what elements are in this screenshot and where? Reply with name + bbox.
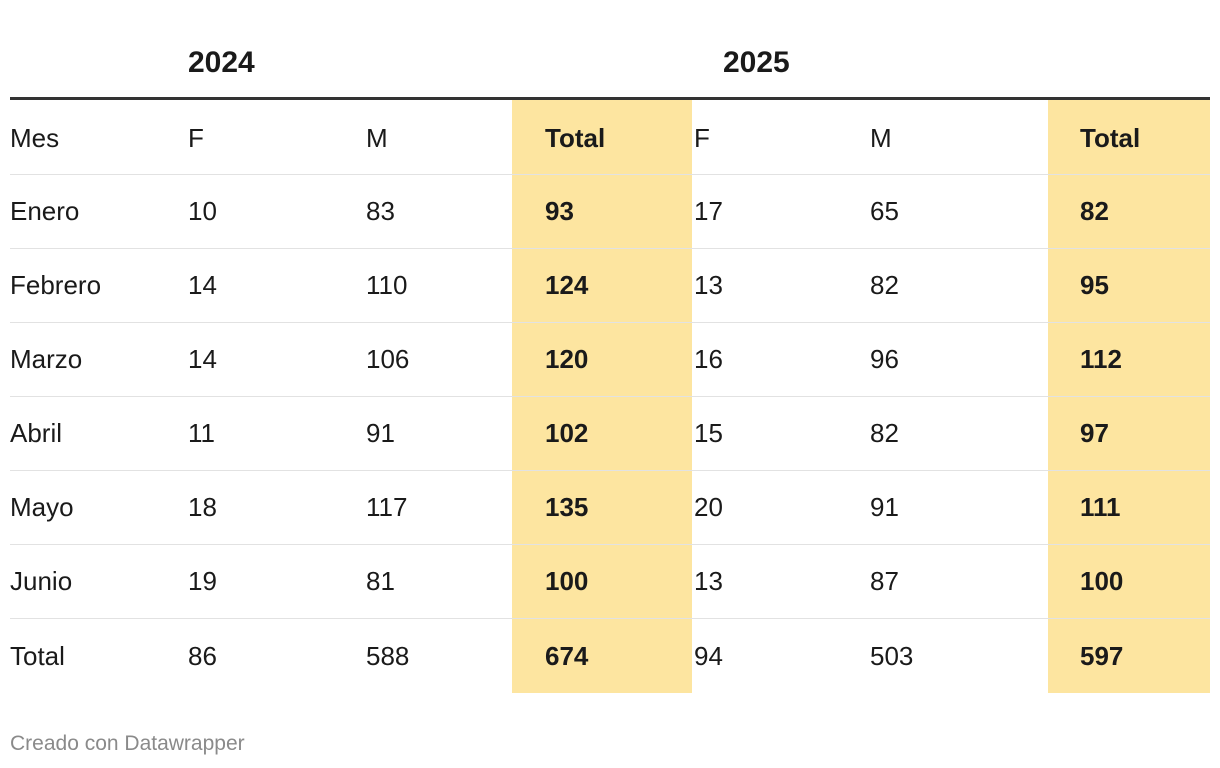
column-header-total-2024: Total: [512, 100, 692, 174]
total-cell: 93: [512, 175, 692, 248]
table-cell: 15: [694, 418, 723, 448]
column-header-mes: Mes: [10, 122, 60, 153]
data-table: 2024 2025 Mes F M Total F M Total Enero …: [10, 0, 1210, 693]
table-cell: 82: [870, 418, 899, 448]
table-cell: 91: [870, 492, 899, 522]
row-label: Total: [10, 640, 65, 671]
total-cell: 135: [512, 471, 692, 544]
table-cell: 81: [366, 566, 395, 596]
table-cell: 19: [188, 566, 217, 596]
table-cell: 503: [870, 640, 914, 671]
table-cell: 110: [366, 270, 408, 300]
total-cell: 97: [1048, 397, 1210, 470]
total-cell: 120: [512, 323, 692, 396]
footer-credit: Creado con Datawrapper: [10, 732, 245, 755]
total-cell: 674: [512, 619, 692, 693]
table-row: Enero 10 83 93 17 65 82: [10, 175, 1210, 249]
table-cell: 17: [694, 196, 723, 226]
column-header-f-2025: F: [694, 122, 710, 153]
table-cell: 14: [188, 344, 217, 374]
table-cell: 11: [188, 418, 215, 448]
table-row: Abril 11 91 102 15 82 97: [10, 397, 1210, 471]
table-cell: 94: [694, 640, 723, 671]
total-cell: 82: [1048, 175, 1210, 248]
group-header-2024: 2024: [188, 46, 255, 79]
total-cell: 112: [1048, 323, 1210, 396]
table-row: Febrero 14 110 124 13 82 95: [10, 249, 1210, 323]
column-header-m-2025: M: [870, 122, 892, 153]
table-cell: 87: [870, 566, 899, 596]
group-header-2025: 2025: [723, 46, 790, 79]
total-cell: 100: [512, 545, 692, 618]
column-header-f-2024: F: [188, 122, 204, 153]
table-cell: 18: [188, 492, 217, 522]
table-cell: 20: [694, 492, 723, 522]
total-cell: 111: [1048, 471, 1210, 544]
table-cell: 91: [366, 418, 395, 448]
table-cell: 16: [694, 344, 723, 374]
row-label: Febrero: [10, 270, 102, 300]
row-label: Enero: [10, 196, 80, 226]
total-cell: 102: [512, 397, 692, 470]
total-cell: 100: [1048, 545, 1210, 618]
table-row: Marzo 14 106 120 16 96 112: [10, 323, 1210, 397]
table-cell: 14: [188, 270, 217, 300]
column-header-m-2024: M: [366, 122, 388, 153]
table-cell: 86: [188, 640, 217, 671]
table-cell: 82: [870, 270, 899, 300]
year-header-row: 2024 2025: [10, 0, 1210, 100]
table-cell: 588: [366, 640, 410, 671]
table-cell: 10: [188, 196, 217, 226]
column-header-total-2025: Total: [1048, 100, 1210, 174]
table-row: Junio 19 81 100 13 87 100: [10, 545, 1210, 619]
row-label: Abril: [10, 418, 63, 448]
table-row: Mayo 18 117 135 20 91 111: [10, 471, 1210, 545]
table-cell: 96: [870, 344, 899, 374]
table-cell: 106: [366, 344, 410, 374]
table-cell: 117: [366, 492, 408, 522]
total-cell: 124: [512, 249, 692, 322]
total-cell: 597: [1048, 619, 1210, 693]
total-row: Total 86 588 674 94 503 597: [10, 619, 1210, 693]
row-label: Marzo: [10, 344, 83, 374]
table-cell: 13: [694, 270, 723, 300]
column-header-row: Mes F M Total F M Total: [10, 100, 1210, 175]
row-label: Junio: [10, 566, 73, 596]
row-label: Mayo: [10, 492, 74, 522]
total-cell: 95: [1048, 249, 1210, 322]
table-cell: 13: [694, 566, 723, 596]
table-cell: 83: [366, 196, 395, 226]
table-cell: 65: [870, 196, 899, 226]
